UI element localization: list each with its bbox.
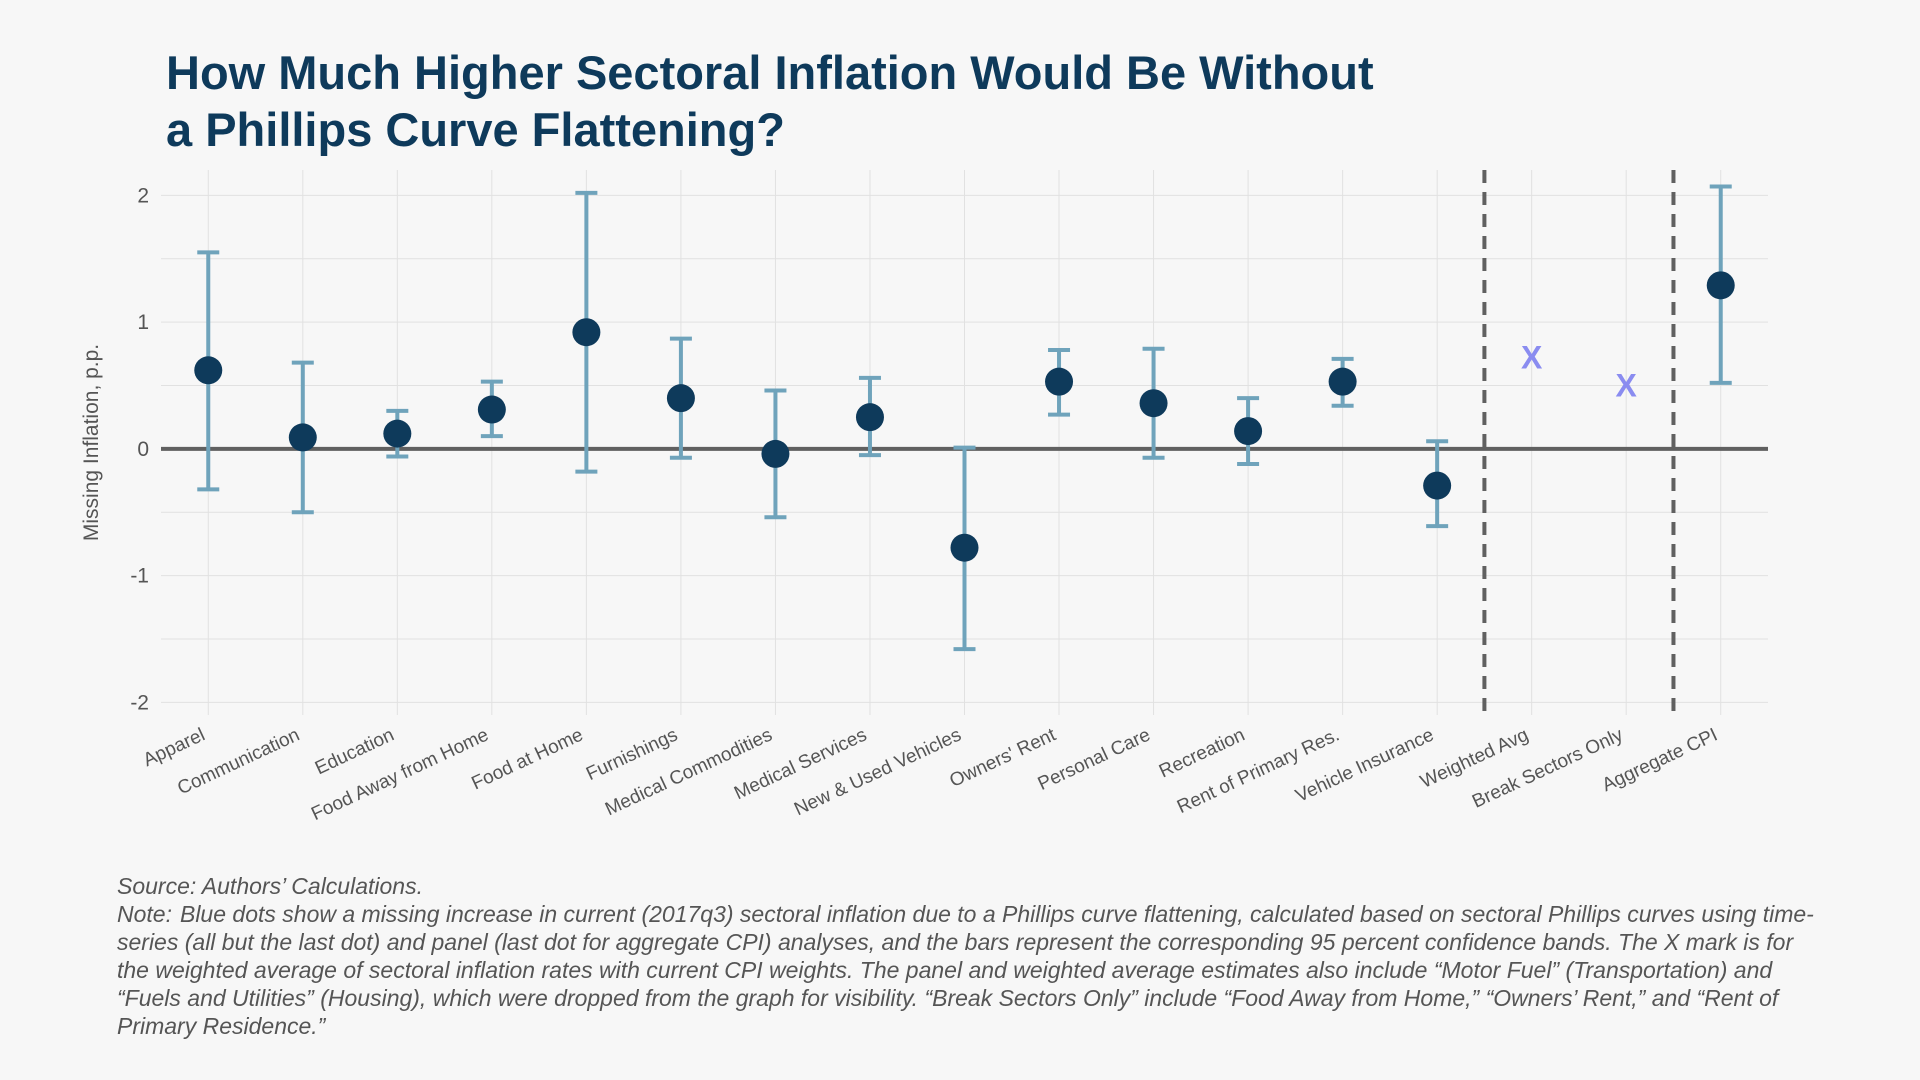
- x-tick-label: Rent of Primary Res.: [1174, 724, 1343, 818]
- data-point: [855, 403, 884, 432]
- x-tick-label: Apparel: [140, 724, 208, 771]
- data-point: [383, 419, 412, 448]
- data-point: [1139, 389, 1168, 418]
- y-tick-label: 1: [137, 311, 149, 334]
- note-label: Note:: [117, 901, 172, 927]
- data-point: [477, 395, 506, 424]
- data-point: [1045, 367, 1074, 396]
- note-text: Blue dots show a missing increase in cur…: [117, 901, 1814, 1039]
- y-axis-label: Missing Inflation, p.p.: [80, 344, 103, 541]
- data-point: [288, 423, 317, 452]
- data-point: [1423, 471, 1452, 500]
- data-point: [1328, 367, 1357, 396]
- x-tick-label: Food Away from Home: [308, 724, 492, 825]
- note-paragraph: Note: Blue dots show a missing increase i…: [117, 900, 1817, 1040]
- y-tick-label: -1: [130, 565, 149, 588]
- chart-title-line-1: How Much Higher Sectoral Inflation Would…: [166, 46, 1374, 99]
- chart-title-line-2: a Phillips Curve Flattening?: [166, 103, 785, 156]
- y-tick-label: 0: [137, 438, 149, 461]
- x-tick-label: New & Used Vehicles: [791, 724, 965, 820]
- source-text: Source: Authors’ Calculations.: [117, 873, 423, 899]
- data-point: [194, 356, 223, 385]
- data-point: [761, 439, 790, 468]
- chart-footer: Source: Authors’ Calculations. Note: Blue…: [117, 872, 1817, 1040]
- x-marker: X: [1616, 367, 1638, 403]
- y-tick-label: -2: [130, 691, 149, 714]
- x-marker: X: [1521, 340, 1543, 376]
- x-tick-label: Medical Commodities: [602, 724, 775, 820]
- y-tick-label: 2: [137, 184, 149, 207]
- data-point: [572, 318, 601, 347]
- data-point: [950, 533, 979, 562]
- data-point: [666, 384, 695, 413]
- chart-title: How Much Higher Sectoral Inflation Would…: [166, 44, 1666, 158]
- data-point: [1706, 271, 1735, 300]
- data-point: [1234, 417, 1263, 446]
